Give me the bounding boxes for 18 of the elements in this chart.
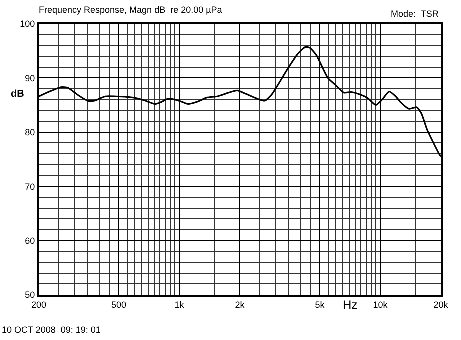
x-tick-label: 10k (373, 300, 388, 310)
y-tick-label: 90 (25, 73, 36, 84)
x-tick-label: 5k (315, 300, 326, 310)
x-axis-title: Hz (343, 298, 358, 312)
x-tick-label: 500 (111, 300, 127, 310)
x-tick-label: 2k (235, 300, 246, 310)
y-tick-label: 60 (25, 236, 36, 246)
x-tick-label: 200 (31, 300, 47, 310)
y-axis-title: dB (11, 89, 24, 100)
text: 10 OCT 2008 09: 19: 01 (2, 325, 101, 335)
chart-title: Frequency Response, Magn dB re 20.00 µPa (39, 5, 222, 16)
y-tick-label: 50 (25, 290, 36, 300)
x-tick-label: 20k (434, 300, 449, 310)
y-tick-label: 100 (20, 19, 36, 30)
y-tick-label: 80 (25, 128, 36, 138)
text: Mode: TSR (391, 9, 440, 19)
x-tick-label: 1k (174, 300, 185, 310)
y-tick-label: 70 (25, 182, 36, 192)
